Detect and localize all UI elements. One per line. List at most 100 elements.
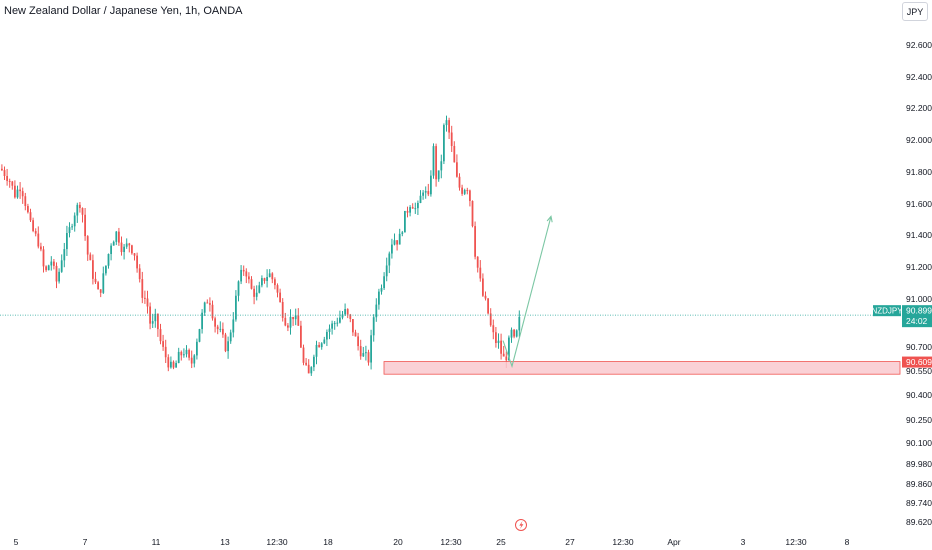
candle-body [248, 276, 250, 280]
candle-body [258, 285, 261, 293]
chart-title: New Zealand Dollar / Japanese Yen, 1h, O… [4, 5, 243, 17]
candle-body [34, 231, 37, 234]
candle-body [450, 132, 453, 146]
candle-body [518, 316, 521, 331]
time-tick-label: 12:30 [612, 537, 634, 547]
candle-body [240, 269, 242, 282]
currency-button[interactable]: JPY [902, 2, 928, 21]
candle-body [237, 281, 240, 296]
candle-body [84, 214, 86, 237]
candle-body [40, 246, 42, 250]
candle-body [411, 207, 414, 209]
candle-body [105, 265, 107, 274]
candle-body [216, 326, 219, 330]
candle-body [432, 146, 435, 176]
candle-body [8, 180, 11, 182]
candle-body [359, 346, 362, 357]
time-tick-label: 12:30 [440, 537, 462, 547]
candle-body [245, 271, 248, 277]
candle-body [3, 170, 6, 176]
candle-body [336, 322, 339, 324]
candle-body [385, 265, 388, 277]
candle-body [378, 291, 380, 305]
candle-body [456, 162, 458, 177]
candle-body [157, 313, 159, 330]
candle-body [482, 278, 484, 296]
candle-body [188, 349, 190, 358]
candle-body [331, 323, 333, 329]
last-price-flag [902, 305, 932, 328]
candle-body [435, 146, 437, 180]
candle-body [125, 243, 128, 247]
candle-body [6, 175, 8, 181]
candle-body [346, 309, 349, 315]
zone-price-flag [902, 356, 932, 368]
candle-body [214, 318, 216, 327]
candle-body [341, 314, 344, 318]
candle-body [466, 190, 469, 192]
candle-body [401, 232, 404, 234]
candle-body [21, 191, 24, 197]
price-tick-label: 91.000 [906, 294, 932, 304]
projection-arrow[interactable] [502, 215, 553, 369]
last-price-value: 90.899 [906, 306, 932, 316]
candle-body [393, 240, 396, 245]
price-tick-label: 90.400 [906, 390, 932, 400]
candle-body [224, 334, 227, 352]
candle-body [323, 339, 326, 344]
candle-body [201, 312, 203, 330]
price-tick-label: 92.400 [906, 72, 932, 82]
candle-body [437, 170, 440, 180]
candle-body [396, 240, 398, 245]
event-marker[interactable] [515, 519, 527, 531]
candle-body [227, 341, 229, 352]
support-zone[interactable] [383, 361, 901, 375]
candle-body [196, 341, 198, 356]
candle-body [128, 243, 131, 246]
candle-body [185, 349, 188, 355]
last-price-symbol: NZDJPY [871, 307, 903, 316]
candle-body [50, 261, 53, 266]
candle-body [471, 200, 474, 227]
candle-body [53, 261, 55, 266]
price-tick-label: 91.600 [906, 199, 932, 209]
price-tick-label: 89.980 [906, 459, 932, 469]
candle-body [357, 336, 359, 347]
candle-body [183, 354, 185, 356]
candle-body [211, 304, 214, 319]
candle-body [388, 253, 391, 266]
time-axis[interactable]: 5 7 11 13 12:30 18 20 12:30 25 27 12:30 Apr 3 12:30 8 [14, 537, 850, 547]
candle-body [315, 344, 318, 357]
candle-body [16, 189, 19, 198]
candle-body [159, 329, 162, 342]
price-axis[interactable]: 92.600 92.400 92.200 92.000 91.800 91.600 91.4… [906, 40, 932, 527]
candle-body [510, 329, 513, 338]
candle-body [45, 266, 47, 271]
candle-body [131, 245, 133, 254]
candle-body [274, 279, 276, 286]
candle-body [99, 289, 102, 293]
price-tick-label: 92.200 [906, 103, 932, 113]
candle-body [320, 343, 323, 348]
candle-body [261, 278, 263, 286]
candle-body [300, 325, 302, 348]
candle-body [14, 185, 16, 198]
candle-body [107, 254, 110, 266]
candle-body [487, 298, 489, 314]
candle-body [154, 313, 157, 322]
candle-body [68, 227, 71, 234]
price-tick-label: 92.000 [906, 135, 932, 145]
candle-body [266, 277, 268, 281]
lightning-glyph [519, 521, 524, 529]
candle-body [440, 161, 443, 171]
candle-body [307, 364, 310, 374]
candle-body [404, 210, 406, 233]
candle-body [97, 282, 99, 290]
candle-body [37, 233, 40, 247]
candle-body [170, 361, 172, 368]
candle-body [476, 256, 479, 268]
candle-body [198, 329, 201, 342]
time-tick-label: 25 [496, 537, 506, 547]
